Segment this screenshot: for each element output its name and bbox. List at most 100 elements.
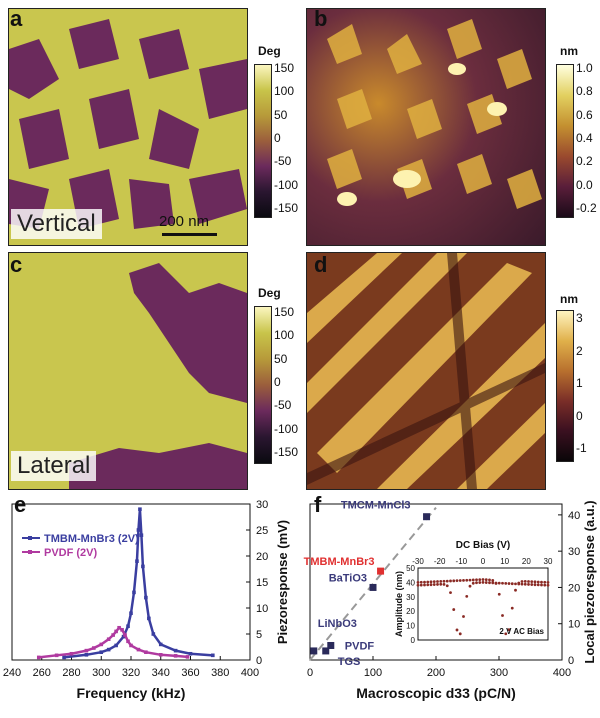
inset-point xyxy=(449,579,452,583)
y-tick-label: 0 xyxy=(568,655,574,667)
series-point xyxy=(69,651,74,656)
y-tick-label: 20 xyxy=(568,582,580,594)
colorbar-d xyxy=(556,310,574,462)
inset-point xyxy=(465,595,469,598)
series-point xyxy=(211,653,215,658)
inset-point xyxy=(546,583,550,587)
inset-point xyxy=(475,581,478,585)
colorbar-tick-b: 1.0 xyxy=(576,61,593,75)
inset-point xyxy=(484,581,488,584)
series-point xyxy=(144,595,148,600)
inset-point xyxy=(439,582,443,586)
inset-point xyxy=(452,579,456,583)
inset-y-tick: 40 xyxy=(406,578,415,587)
inset-point xyxy=(517,581,521,585)
inset-point xyxy=(426,583,430,587)
panel-letter-c: c xyxy=(10,252,23,277)
x-tick-label: 300 xyxy=(490,667,508,679)
inset-point xyxy=(546,581,550,584)
inset-point xyxy=(497,581,501,585)
colorbar-tick-a: -150 xyxy=(274,201,299,215)
inset-point xyxy=(429,580,433,584)
series-point xyxy=(132,590,136,595)
y-tick-label: 5 xyxy=(256,629,262,641)
inset-point xyxy=(462,578,465,582)
inset-point xyxy=(488,578,491,582)
series-point xyxy=(126,624,130,628)
x-tick-label: 280 xyxy=(62,667,80,679)
inset-point xyxy=(445,579,449,583)
x-tick-label: 360 xyxy=(181,667,199,679)
colorbar-tick-d: 2 xyxy=(576,343,583,358)
inset-point xyxy=(540,583,543,587)
series-point xyxy=(135,559,139,563)
series-point xyxy=(62,655,66,660)
inset-point xyxy=(520,582,524,586)
inset-point xyxy=(540,580,543,584)
inset-point xyxy=(501,614,504,617)
legend-label: TMBM-MnBr3 (2V) xyxy=(44,533,139,545)
series-point xyxy=(92,646,96,650)
colorbar-tick-c: 150 xyxy=(274,305,295,319)
series-point xyxy=(106,647,111,652)
inset-point xyxy=(536,580,540,584)
legend-label: PVDF (2V) xyxy=(44,547,98,559)
inset-point xyxy=(449,591,452,595)
inset-y-tick: 0 xyxy=(411,636,416,645)
inset-point xyxy=(533,580,537,584)
series-point xyxy=(36,655,41,660)
point-label: TMCM-MnCl3 xyxy=(341,500,411,512)
plot-frame xyxy=(11,503,251,661)
inset-point xyxy=(462,615,465,618)
x-tick-label: 380 xyxy=(211,667,229,679)
inset-point xyxy=(527,580,530,583)
colorbar-tick-c: -100 xyxy=(274,421,299,436)
series-point xyxy=(120,628,124,632)
inset-point xyxy=(530,580,534,584)
colorbar-tick-b: 0.8 xyxy=(576,84,593,99)
y-tick-label: 10 xyxy=(568,619,580,631)
x-tick-label: 300 xyxy=(92,667,110,679)
inset-point xyxy=(436,583,439,586)
series-point xyxy=(106,637,111,641)
inset-point xyxy=(514,582,517,586)
series-point xyxy=(136,647,141,652)
inset-point xyxy=(501,581,504,585)
series-point xyxy=(111,633,115,637)
inset-point xyxy=(458,579,462,582)
series-point xyxy=(151,632,156,636)
inset-point xyxy=(419,580,423,584)
colorbar-tick-c: -150 xyxy=(274,445,299,459)
trend-line xyxy=(309,506,437,661)
lateral-label: Lateral xyxy=(11,451,97,481)
scale-bar xyxy=(162,233,217,236)
inset-point xyxy=(475,578,478,582)
colorbar-unit-d: nm xyxy=(560,292,578,306)
series-point xyxy=(139,533,144,537)
series-point xyxy=(126,639,130,644)
topography-map-b xyxy=(306,8,546,246)
colorbar-tick-d: 1 xyxy=(576,376,583,390)
inset-x-label: DC Bias (V) xyxy=(456,540,510,551)
series-point xyxy=(138,507,142,511)
colorbar-tick-b: 0.6 xyxy=(576,107,593,122)
inset-point xyxy=(468,584,472,588)
inset-point xyxy=(468,578,472,582)
inset-point xyxy=(471,578,475,582)
inset-x-tick: 10 xyxy=(500,557,509,566)
inset-point xyxy=(432,580,436,584)
colorbar-b xyxy=(556,64,574,218)
inset-point xyxy=(416,583,420,587)
colorbar-tick-a: 50 xyxy=(274,107,288,122)
colorbar-tick-d: -1 xyxy=(576,441,587,455)
inset-point xyxy=(445,584,449,588)
data-point xyxy=(322,647,330,655)
inset-point xyxy=(455,628,459,632)
x-axis-label: Macroscopic d33 (pC/N) xyxy=(356,685,515,701)
inset-point xyxy=(523,580,527,583)
inset-point xyxy=(481,578,485,581)
panel-letter-d: d xyxy=(314,252,328,277)
inset-point xyxy=(533,583,537,587)
colorbar-a xyxy=(254,64,272,218)
inset-y-tick: 10 xyxy=(406,622,415,631)
